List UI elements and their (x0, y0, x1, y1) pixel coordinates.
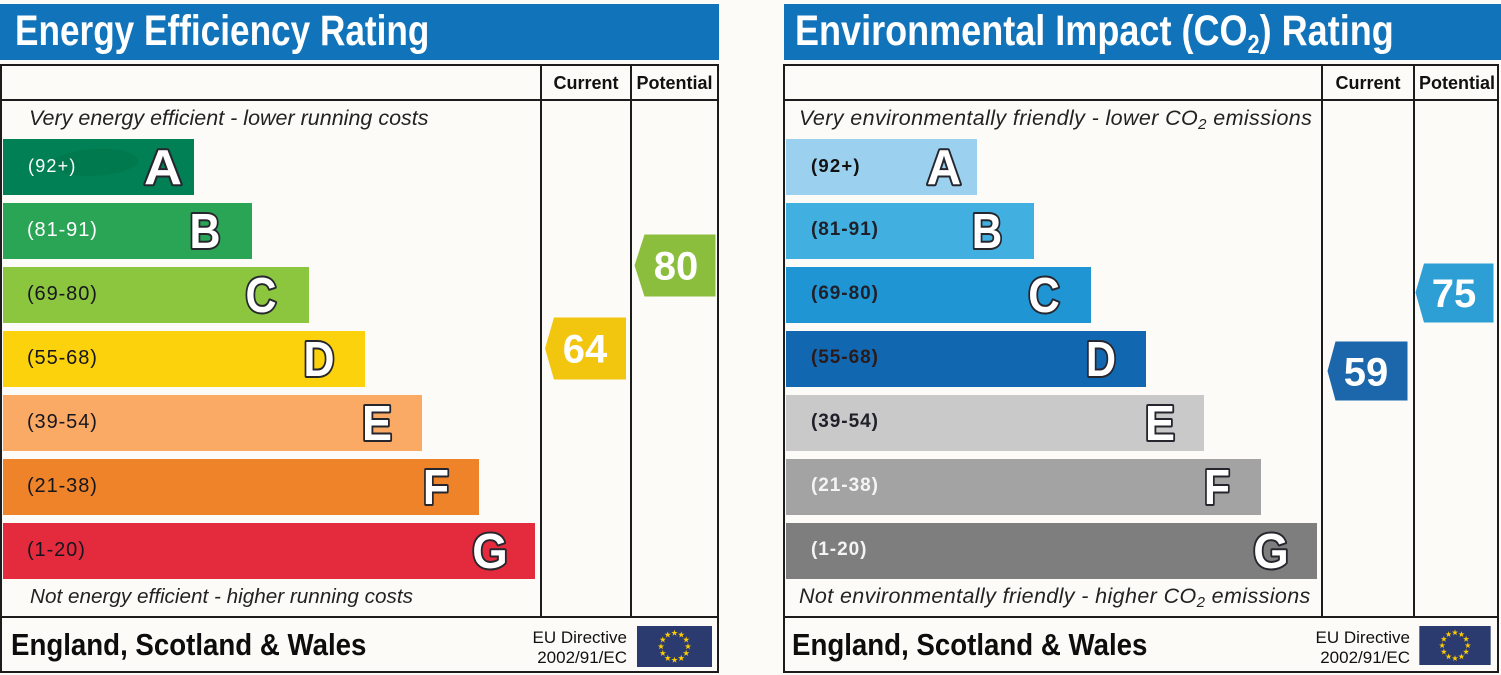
svg-text:C: C (246, 268, 277, 323)
svg-text:E: E (1145, 396, 1175, 451)
svg-text:G: G (472, 524, 508, 579)
svg-text:F: F (1204, 460, 1230, 515)
svg-text:C: C (1028, 268, 1060, 323)
svg-text:A: A (927, 140, 962, 195)
svg-text:64: 64 (563, 328, 608, 372)
svg-text:D: D (1086, 332, 1116, 387)
svg-text:75: 75 (1432, 272, 1477, 316)
svg-text:80: 80 (654, 245, 699, 289)
svg-text:G: G (1253, 524, 1289, 579)
svg-text:59: 59 (1344, 351, 1389, 395)
svg-text:B: B (971, 204, 1002, 259)
svg-text:F: F (423, 460, 449, 515)
svg-text:D: D (304, 332, 335, 387)
svg-text:E: E (362, 396, 392, 451)
svg-text:B: B (189, 204, 220, 259)
svg-text:A: A (144, 140, 182, 195)
